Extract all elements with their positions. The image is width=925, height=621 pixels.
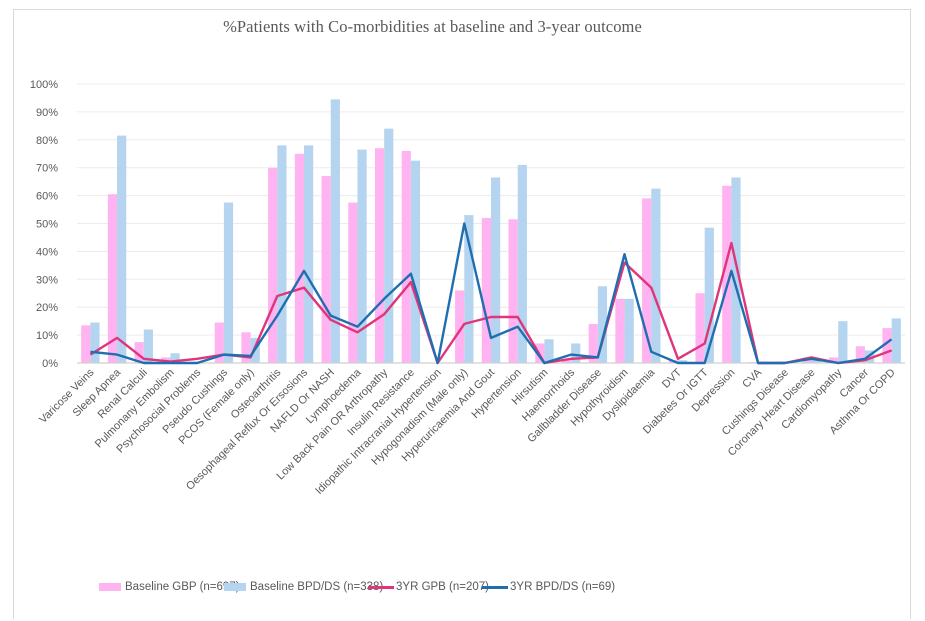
bar-baseline-gbp-n-697-nafld-or-nash: [321, 176, 331, 363]
bar-baseline-gbp-n-697-depression: [722, 185, 732, 363]
chart-frame: [13, 9, 911, 619]
y-tick-label: 70%: [36, 163, 58, 175]
bar-baseline-gbp-n-697-diabetes-or-igtt: [695, 293, 705, 363]
bar-baseline-bpd-ds-n-338-hypogonadism-male-only: [464, 215, 474, 363]
bar-baseline-bpd-ds-n-338-dyslipidaemia: [651, 188, 661, 363]
y-tick-label: 40%: [36, 246, 58, 258]
y-tick-label: 10%: [36, 330, 58, 342]
bar-baseline-gbp-n-697-hyperuricaemia-and-gout: [481, 217, 491, 363]
bar-baseline-bpd-ds-n-338-asthma-or-copd: [891, 318, 901, 363]
legend-item-3yr-gpb[interactable]: 3YR GPB (n=207): [368, 581, 489, 593]
legend: Baseline GBP (n=697) Baseline BPD/DS (n=…: [0, 581, 925, 601]
y-tick-label: 60%: [36, 191, 58, 203]
line-3yr-bpd-ds-n-69: [90, 222, 893, 365]
bar-baseline-gbp-n-697-varicose-veins: [81, 325, 91, 363]
bar-baseline-bpd-ds-n-338-lymphoedema: [357, 149, 367, 363]
series-lines: [89, 222, 893, 365]
bar-baseline-bpd-ds-n-338-low-back-pain-or-arthropathy: [384, 128, 394, 363]
bars: [81, 99, 901, 363]
bar-baseline-bpd-ds-n-338-varicose-veins: [90, 322, 100, 363]
bar-baseline-bpd-ds-n-338-pulmonany-embolism: [170, 353, 180, 363]
bar-baseline-gbp-n-697-sleep-apnea: [107, 194, 118, 363]
y-tick-label: 30%: [36, 274, 58, 286]
bar-baseline-gbp-n-697-asthma-or-copd: [882, 328, 892, 363]
bar-baseline-gbp-n-697-hypothyroidism: [615, 298, 625, 363]
bar-baseline-bpd-ds-n-338-hypertension: [517, 164, 527, 363]
bar-baseline-bpd-ds-n-338-pseudo-cushings: [223, 202, 234, 363]
y-tick-label: 90%: [36, 107, 58, 119]
bar-baseline-gbp-n-697-hypertension: [508, 219, 518, 363]
bar-baseline-bpd-ds-n-338-diabetes-or-igtt: [704, 227, 714, 363]
bar-baseline-gbp-n-697-insulin-resistance: [401, 150, 411, 363]
legend-item-baseline-gbp[interactable]: Baseline GBP (n=697): [99, 581, 240, 593]
y-tick-label: 20%: [36, 302, 58, 314]
bar-baseline-bpd-ds-n-338-coronary-heart-disease: [811, 358, 821, 363]
bar-baseline-gbp-n-697-lymphoedema: [348, 202, 358, 363]
bar-baseline-gbp-n-697-dyslipidaemia: [642, 198, 652, 363]
bar-baseline-bpd-ds-n-338-hirsutism: [544, 339, 554, 363]
legend-swatch-3yr-gpb: [368, 585, 394, 589]
bar-baseline-bpd-ds-n-338-oesophageal-reflux-or-ersosions: [304, 145, 314, 363]
bar-baseline-gbp-n-697-pcos-female-only: [241, 332, 251, 363]
bar-baseline-gbp-n-697-cancer: [855, 346, 865, 363]
bar-baseline-bpd-ds-n-338-hyperuricaemia-and-gout: [491, 177, 501, 363]
bar-baseline-gbp-n-697-osteoarthritis: [268, 167, 278, 363]
bar-baseline-gbp-n-697-low-back-pain-or-arthropathy: [374, 148, 385, 363]
bar-baseline-bpd-ds-n-338-nafld-or-nash: [330, 99, 340, 363]
y-tick-label: 80%: [36, 135, 58, 147]
bar-baseline-bpd-ds-n-338-osteoarthritis: [277, 145, 287, 363]
bar-baseline-gbp-n-697-oesophageal-reflux-or-ersosions: [294, 153, 305, 363]
legend-label: Baseline GBP (n=697): [125, 581, 240, 593]
legend-swatch-baseline-bpdds: [224, 583, 246, 591]
bar-baseline-bpd-ds-n-338-depression: [731, 177, 741, 363]
bar-baseline-gbp-n-697-renal-calculi: [134, 342, 144, 363]
y-axis-ticks: 0% 10% 20% 30% 40% 50% 60% 70% 80% 90% 100%: [30, 79, 58, 370]
bar-baseline-gbp-n-697-haemorrhoids: [561, 360, 572, 363]
chart-title: %Patients with Co-morbidities at baselin…: [223, 17, 642, 36]
bar-baseline-bpd-ds-n-338-sleep-apnea: [117, 135, 127, 363]
bar-baseline-bpd-ds-n-338-dvt: [677, 360, 688, 363]
y-tick-label: 50%: [36, 219, 58, 231]
bar-baseline-bpd-ds-n-338-haemorrhoids: [571, 343, 581, 363]
legend-item-3yr-bpdds[interactable]: 3YR BPD/DS (n=69): [482, 581, 615, 593]
bar-baseline-gbp-n-697-cardiomyopathy: [829, 357, 839, 363]
legend-swatch-3yr-bpdds: [482, 585, 508, 589]
bar-baseline-bpd-ds-n-338-hypothyroidism: [624, 298, 634, 363]
bar-baseline-gbp-n-697-hypogonadism-male-only: [455, 290, 465, 363]
y-tick-label: 0%: [42, 358, 58, 370]
bar-baseline-bpd-ds-n-338-cardiomyopathy: [838, 321, 848, 363]
legend-label: 3YR GPB (n=207): [396, 581, 490, 593]
bar-baseline-bpd-ds-n-338-renal-calculi: [143, 329, 153, 363]
legend-item-baseline-bpdds[interactable]: Baseline BPD/DS (n=338): [224, 581, 383, 593]
legend-swatch-baseline-gbp: [99, 583, 121, 591]
bar-baseline-gbp-n-697-gallbladder-disease: [588, 323, 598, 363]
bar-baseline-gbp-n-697-pseudo-cushings: [214, 322, 224, 363]
y-tick-label: 100%: [30, 79, 58, 91]
bar-baseline-bpd-ds-n-338-gallbladder-disease: [597, 286, 608, 363]
legend-label: 3YR BPD/DS (n=69): [510, 581, 616, 593]
legend-label: Baseline BPD/DS (n=338): [250, 581, 384, 593]
bar-baseline-bpd-ds-n-338-insulin-resistance: [410, 160, 421, 363]
